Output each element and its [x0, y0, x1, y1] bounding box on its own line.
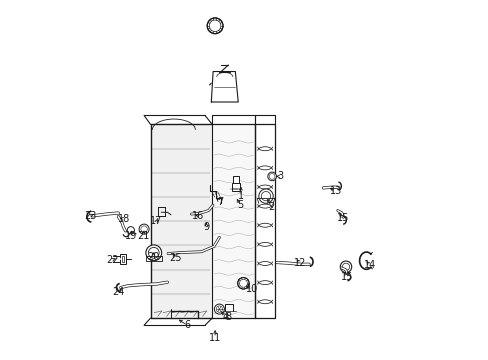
Text: 21: 21 [137, 231, 149, 240]
Text: 5: 5 [237, 200, 243, 210]
Text: 8: 8 [225, 312, 231, 322]
Circle shape [237, 278, 249, 289]
Circle shape [267, 172, 276, 181]
Circle shape [139, 224, 149, 234]
Text: 15: 15 [340, 272, 352, 282]
Polygon shape [212, 125, 255, 318]
Text: 6: 6 [183, 320, 190, 330]
Polygon shape [211, 72, 238, 102]
Circle shape [207, 18, 223, 34]
Circle shape [258, 189, 273, 203]
Bar [233, 176, 238, 183]
Text: 4: 4 [223, 312, 228, 322]
Text: 24: 24 [112, 287, 124, 297]
Text: 22: 22 [106, 255, 119, 265]
Circle shape [145, 245, 162, 261]
Text: 2: 2 [268, 202, 274, 212]
Text: 9: 9 [203, 222, 209, 232]
Text: 15: 15 [336, 213, 348, 222]
Bar [231, 183, 240, 192]
Text: 12: 12 [293, 258, 305, 268]
Text: 19: 19 [124, 231, 137, 240]
Text: 3: 3 [277, 171, 283, 181]
Polygon shape [255, 125, 274, 318]
Text: 17: 17 [150, 216, 163, 226]
Circle shape [127, 226, 134, 234]
Bar [122, 256, 124, 262]
Circle shape [214, 304, 224, 314]
Polygon shape [150, 125, 214, 318]
Text: 11: 11 [208, 333, 221, 343]
Text: 13: 13 [329, 186, 342, 196]
Text: 23: 23 [84, 211, 96, 221]
Text: 14: 14 [363, 260, 375, 270]
Text: 1: 1 [237, 191, 244, 201]
Bar [120, 254, 126, 264]
Text: 10: 10 [245, 284, 257, 294]
Text: 7: 7 [217, 197, 223, 207]
Text: 20: 20 [146, 252, 159, 262]
Text: 25: 25 [169, 253, 181, 263]
Text: 18: 18 [118, 215, 130, 224]
Text: 16: 16 [191, 211, 203, 221]
